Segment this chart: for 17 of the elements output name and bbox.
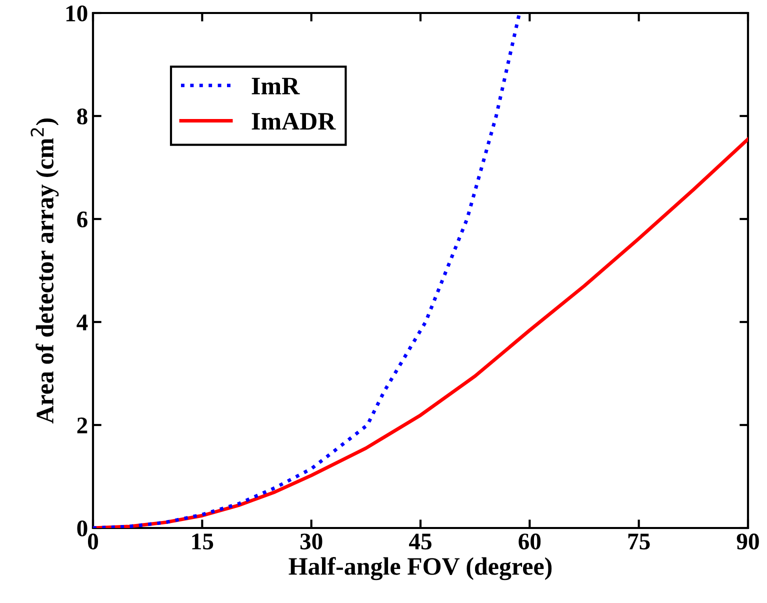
x-tick-label: 45 (409, 534, 432, 550)
x-tick-label: 90 (736, 534, 759, 550)
x-tick-label: 75 (628, 534, 650, 550)
x-tick-label: 15 (192, 534, 214, 550)
y-axis-title: Area of detector array (cm$^{2}$) (30, 118, 59, 424)
y-tick-label: 8 (77, 108, 88, 124)
y-tick-label: 2 (77, 418, 88, 434)
legend-label: ImR (252, 78, 300, 94)
y-tick-label: 6 (77, 212, 88, 228)
x-axis-title: Half-angle FOV (degree) (288, 557, 552, 580)
y-tick-label: 10 (66, 5, 88, 22)
y-tick-label: 4 (76, 314, 88, 330)
x-tick-label: 0 (88, 534, 98, 550)
x-tick-label: 60 (518, 534, 541, 550)
y-tick-label: 0 (77, 520, 88, 536)
legend-label: ImADR (252, 113, 336, 130)
x-tick-label: 30 (300, 534, 322, 550)
